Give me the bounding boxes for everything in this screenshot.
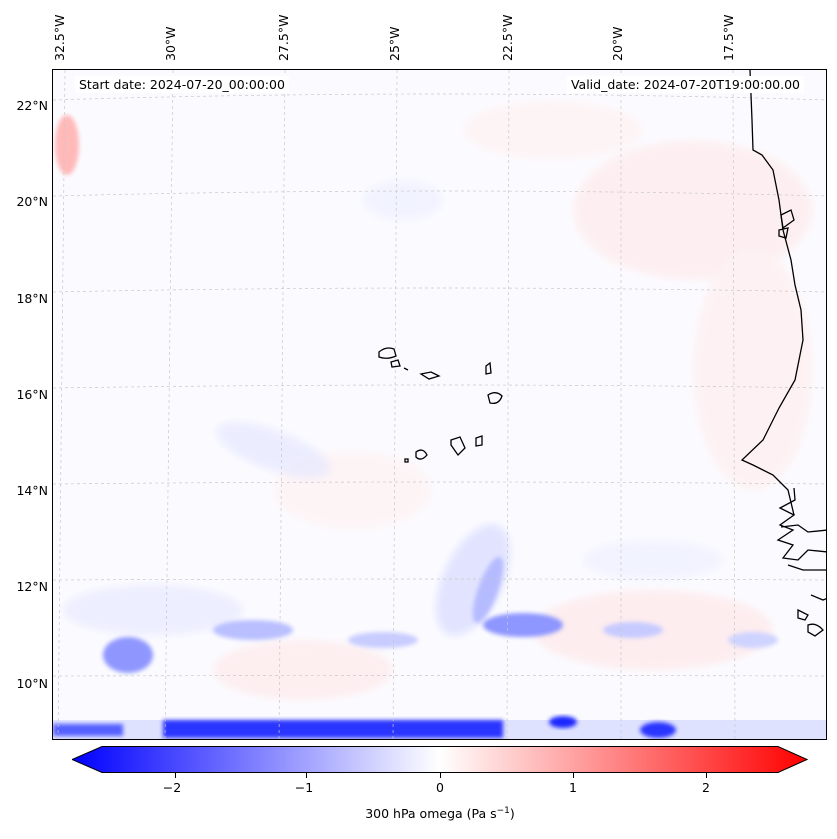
boundary-strong-negative-band (53, 716, 826, 739)
island-brava (404, 458, 409, 463)
negative-omega-blobs (103, 556, 778, 673)
map-panel: Start date: 2024-07-20_00:00:00 Valid_da… (52, 69, 827, 740)
colorbar (72, 746, 808, 773)
island-boa-vista (487, 392, 503, 404)
colorbar-title: 300 hPa omega (Pa s−1) (0, 806, 837, 821)
colorbar-tick-0: 0 (436, 780, 444, 795)
lat-label-10n: 10°N (16, 676, 48, 691)
colorbar-tick-mark-2 (706, 773, 707, 778)
lon-label-22-5w: 22.5°W (500, 14, 515, 61)
colorbar-tick-mark-0 (440, 773, 441, 778)
start-date-label: Start date: 2024-07-20_00:00:00 (75, 76, 289, 93)
lat-label-18n: 18°N (16, 291, 48, 306)
colorbar-title-exponent: −1 (496, 806, 510, 816)
colorbar-tick-mark-neg2 (175, 773, 176, 778)
colorbar-tick-1: 1 (569, 780, 577, 795)
lon-label-20w: 20°W (610, 26, 625, 61)
colorbar-tick-neg1: −1 (294, 780, 314, 795)
lon-label-17-5w: 17.5°W (721, 14, 736, 61)
island-maio (475, 435, 483, 447)
colorbar-gradient (72, 746, 808, 773)
island-santa-luzia (403, 367, 409, 371)
island-fogo (415, 449, 428, 460)
lon-label-27-5w: 27.5°W (276, 14, 291, 61)
island-sal (485, 361, 492, 375)
lat-label-20n: 20°N (16, 194, 48, 209)
cape-verde-islands (378, 347, 503, 463)
island-santo-antao (378, 347, 397, 359)
colorbar-tick-mark-1 (573, 773, 574, 778)
lon-label-30w: 30°W (163, 26, 178, 61)
valid-date-label: Valid_date: 2024-07-20T19:00:00.00 (566, 76, 804, 93)
lat-label-14n: 14°N (16, 483, 48, 498)
lat-label-16n: 16°N (16, 387, 48, 402)
colorbar-tick-2: 2 (702, 780, 710, 795)
positive-omega-regions (213, 100, 813, 700)
island-sao-vicente (390, 359, 401, 368)
african-coastline (740, 70, 826, 637)
colorbar-title-suffix: ) (509, 806, 515, 822)
lon-label-25w: 25°W (387, 26, 402, 61)
negative-omega-regions (63, 180, 723, 636)
colorbar-tick-mark-neg1 (306, 773, 307, 778)
island-sao-nicolau (419, 371, 441, 380)
strong-positive-spot (55, 115, 79, 175)
lat-label-22n: 22°N (16, 98, 48, 113)
graticule (53, 70, 826, 739)
colorbar-tick-neg2: −2 (162, 780, 182, 795)
omega-field-map (53, 70, 826, 739)
island-santiago (450, 436, 466, 457)
lat-label-12n: 12°N (16, 579, 48, 594)
lon-label-32-5w: 32.5°W (52, 14, 67, 61)
colorbar-title-prefix: 300 hPa omega (Pa s (365, 806, 497, 822)
